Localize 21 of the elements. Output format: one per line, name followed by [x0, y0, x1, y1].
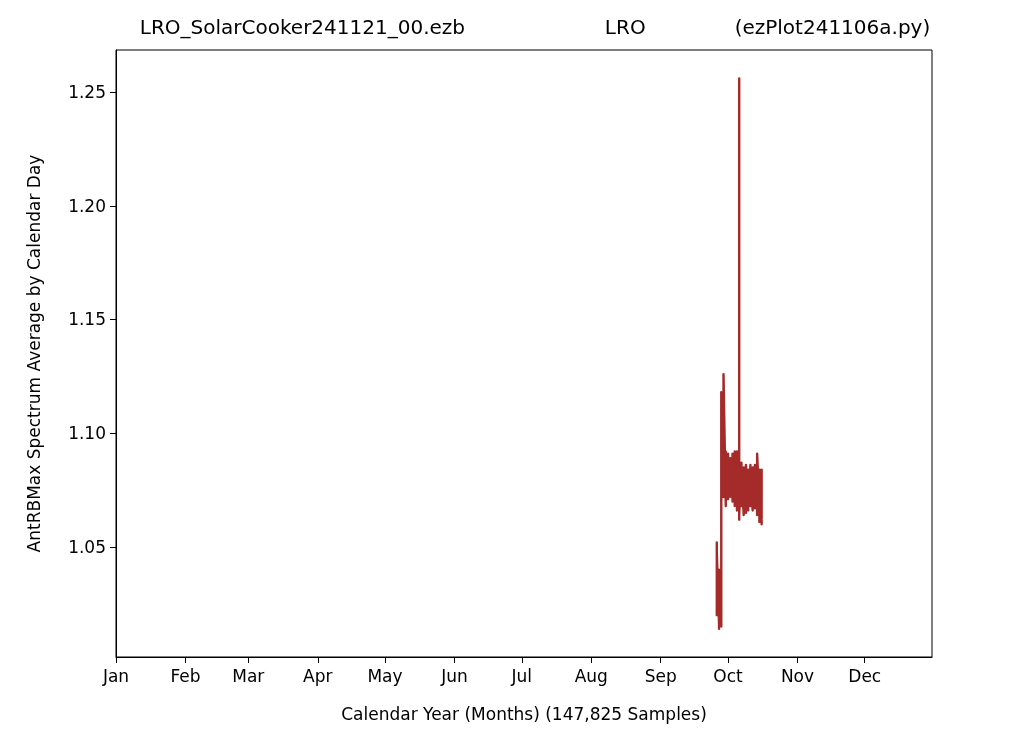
x-tick-label: Mar [232, 665, 265, 686]
x-tick-label: Oct [713, 665, 744, 686]
line-series [715, 77, 763, 630]
y-tick-label: 1.15 [68, 309, 106, 330]
x-tick-label: Apr [303, 665, 333, 686]
x-tick-label: Jun [440, 665, 468, 686]
x-tick-label: Feb [170, 665, 201, 686]
x-axis-title: Calendar Year (Months) (147,825 Samples) [341, 703, 707, 724]
x-tick-label: May [367, 665, 403, 686]
x-tick-label: Sep [644, 665, 677, 686]
x-tick-label: Jul [510, 665, 533, 686]
x-tick-label: Aug [574, 665, 608, 686]
x-tick-label: Dec [848, 665, 882, 686]
chart-title: LRO_SolarCooker241121_00.ezb LRO (ezPlot241106a.py) [139, 15, 931, 39]
x-tick-label: Nov [780, 665, 815, 686]
y-tick-label: 1.25 [68, 82, 106, 103]
y-tick-label: 1.05 [68, 536, 106, 557]
y-axis-title: AntRBMax Spectrum Average by Calendar Day [23, 154, 44, 553]
y-tick-label: 1.20 [68, 195, 106, 216]
x-tick-label: Jan [101, 665, 130, 686]
y-tick-label: 1.10 [68, 423, 106, 444]
